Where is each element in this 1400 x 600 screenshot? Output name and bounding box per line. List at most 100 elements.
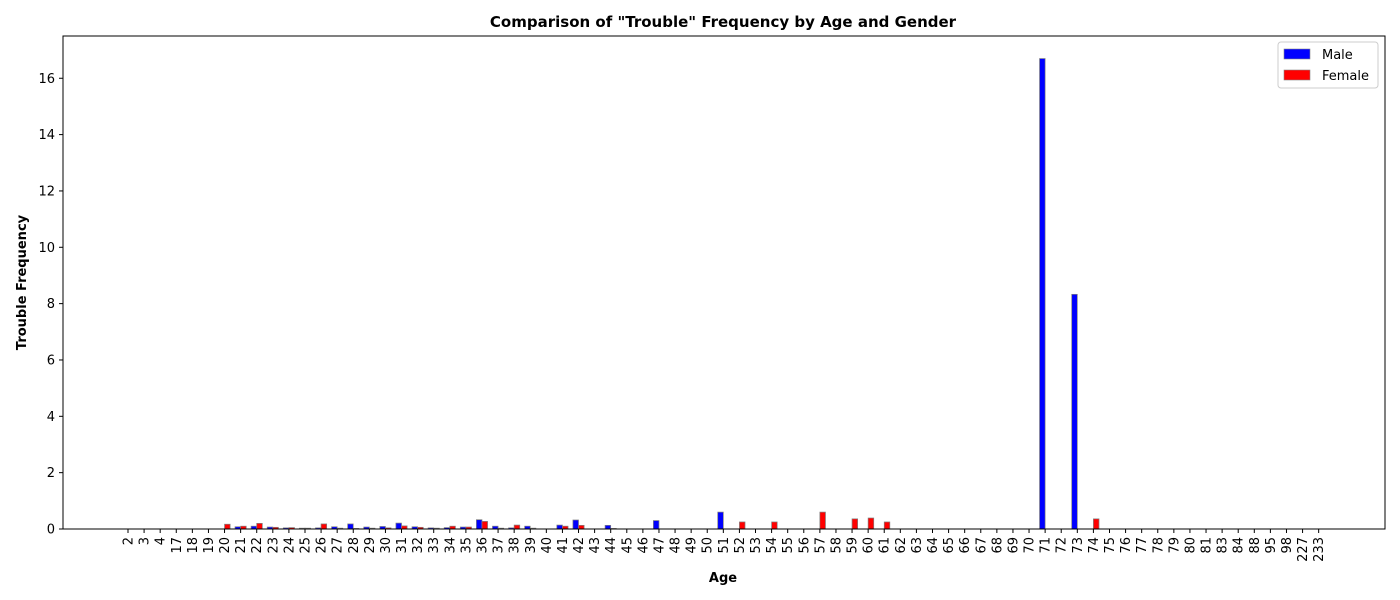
x-tick-label: 43 <box>588 537 603 554</box>
bar-female-36 <box>481 521 488 530</box>
x-tick-label: 62 <box>894 537 909 554</box>
x-tick-label: 233 <box>1312 537 1327 562</box>
x-tick-label: 49 <box>685 537 700 554</box>
y-tick-label: 6 <box>47 353 55 368</box>
x-tick-label: 227 <box>1296 537 1311 562</box>
bar-female-42 <box>578 524 585 530</box>
y-tick-label: 14 <box>38 128 55 143</box>
x-tick-label: 30 <box>379 537 394 554</box>
x-axis-title: Age <box>709 571 737 586</box>
bar-female-22 <box>256 523 263 530</box>
x-tick-label: 22 <box>250 537 265 554</box>
x-tick-label: 75 <box>1103 537 1118 554</box>
bar-male-47 <box>653 520 660 530</box>
x-tick-label: 24 <box>282 537 297 554</box>
x-tick-label: 57 <box>813 537 828 554</box>
x-tick-label: 80 <box>1183 537 1198 554</box>
x-tick-label: 32 <box>411 537 426 554</box>
x-tick-label: 69 <box>1006 537 1021 554</box>
x-tick-label: 33 <box>427 537 442 554</box>
x-tick-label: 95 <box>1264 537 1279 554</box>
x-tick-label: 52 <box>733 537 748 554</box>
bar-male-71 <box>1039 58 1046 530</box>
x-tick-label: 68 <box>990 537 1005 554</box>
x-tick-label: 74 <box>1087 537 1102 554</box>
x-tick-label: 4 <box>154 537 169 545</box>
x-tick-label: 35 <box>459 537 474 554</box>
x-tick-label: 21 <box>234 537 249 554</box>
x-tick-label: 41 <box>556 537 571 554</box>
legend-label-male: Male <box>1322 48 1353 63</box>
y-tick-label: 16 <box>38 72 55 87</box>
x-tick-label: 20 <box>218 537 233 554</box>
bar-female-61 <box>883 521 891 530</box>
x-tick-label: 61 <box>878 537 893 554</box>
x-tick-label: 19 <box>202 537 217 554</box>
x-tick-label: 45 <box>620 537 635 554</box>
x-tick-label: 29 <box>363 537 378 554</box>
x-tick-label: 34 <box>443 537 458 554</box>
x-tick-label: 46 <box>636 537 651 554</box>
x-tick-label: 58 <box>829 537 844 554</box>
x-tick-label: 31 <box>395 537 410 554</box>
x-tick-label: 48 <box>669 537 684 554</box>
bar-female-59 <box>851 518 858 530</box>
y-tick-label: 4 <box>47 410 55 425</box>
x-tick-label: 25 <box>298 537 313 554</box>
bar-male-36 <box>476 519 483 530</box>
y-tick-label: 10 <box>38 241 55 256</box>
x-tick-label: 71 <box>1039 537 1054 554</box>
x-tick-label: 81 <box>1200 537 1215 554</box>
x-tick-label: 72 <box>1055 537 1070 554</box>
x-tick-label: 59 <box>846 537 861 554</box>
bar-male-44 <box>604 524 612 530</box>
bar-female-26 <box>320 523 328 530</box>
x-tick-label: 37 <box>492 537 507 554</box>
bar-male-28 <box>347 523 354 530</box>
x-tick-label: 73 <box>1071 537 1086 554</box>
x-tick-label: 3 <box>138 537 153 545</box>
x-tick-label: 64 <box>926 537 941 554</box>
bar-female-38 <box>513 524 521 530</box>
x-tick-label: 28 <box>347 537 362 554</box>
y-tick-label: 2 <box>47 466 55 481</box>
x-tick-label: 84 <box>1232 537 1247 554</box>
bars-layer <box>224 58 1100 530</box>
x-tick-label: 77 <box>1135 537 1150 554</box>
x-tick-label: 26 <box>315 537 330 554</box>
x-tick-label: 56 <box>797 537 812 554</box>
x-tick-label: 27 <box>331 537 346 554</box>
x-tick-label: 36 <box>475 537 490 554</box>
bar-female-52 <box>739 521 746 530</box>
y-tick-label: 8 <box>47 297 55 312</box>
x-tick-label: 44 <box>604 537 619 554</box>
x-tick-label: 2 <box>122 537 137 545</box>
bar-male-31 <box>395 522 402 530</box>
bar-male-73 <box>1071 293 1078 530</box>
y-axis: 0 2 4 6 8 10 12 14 16 <box>38 72 63 538</box>
bar-female-74 <box>1093 518 1100 530</box>
y-tick-label: 0 <box>47 523 55 538</box>
x-tick-label: 38 <box>508 537 523 554</box>
x-tick-label: 47 <box>652 537 667 554</box>
x-tick-label: 54 <box>765 537 780 554</box>
x-tick-label: 39 <box>524 537 539 554</box>
y-tick-label: 12 <box>38 184 55 199</box>
x-tick-label: 66 <box>958 537 973 554</box>
legend-label-female: Female <box>1322 69 1369 84</box>
x-tick-label: 65 <box>942 537 957 554</box>
x-tick-label: 83 <box>1216 537 1231 554</box>
bar-female-60 <box>867 517 875 530</box>
chart-title: Comparison of "Trouble" Frequency by Age… <box>490 13 957 31</box>
x-tick-label: 98 <box>1280 537 1295 554</box>
legend-swatch-male <box>1283 48 1311 60</box>
legend: Male Female <box>1277 41 1379 89</box>
x-tick-label: 70 <box>1023 537 1038 554</box>
x-tick-label: 18 <box>186 537 201 554</box>
x-tick-label: 60 <box>862 537 877 554</box>
x-tick-label: 88 <box>1248 537 1263 554</box>
bar-female-54 <box>771 521 778 530</box>
legend-swatch-female <box>1283 69 1311 81</box>
